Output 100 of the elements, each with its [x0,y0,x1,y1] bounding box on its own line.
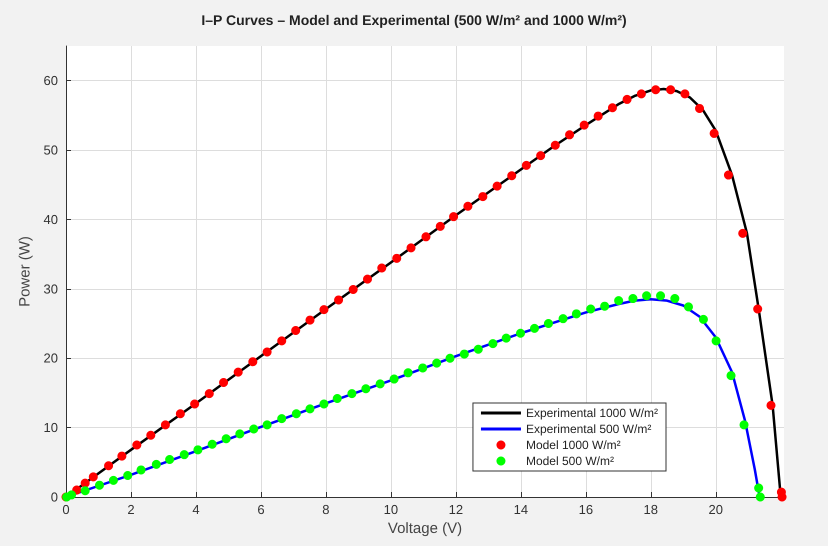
point [460,350,469,359]
point [190,400,200,409]
point [492,182,502,191]
legend-label: Model 1000 W/m² [526,438,621,452]
x-tick-label: 16 [578,502,594,517]
point [80,478,90,488]
point [377,264,386,273]
x-tick-label: 20 [708,502,724,517]
point [80,486,90,496]
y-tick-label: 50 [44,142,58,158]
y-axis-title: Power (W) [16,236,34,307]
point [530,324,539,333]
point [474,344,483,354]
point [418,363,428,372]
point [193,445,202,454]
point [680,89,690,98]
point [436,222,445,231]
point [67,490,76,500]
x-tick-label: 0 [62,502,70,517]
point [432,358,442,368]
point [176,409,185,418]
point [88,472,98,482]
x-tick-label: 8 [322,502,330,517]
point [392,254,402,263]
point [580,120,589,130]
x-tick-label: 6 [257,502,265,517]
point [488,339,498,348]
point [277,336,286,346]
point [404,368,413,378]
point [108,476,118,485]
point [208,440,217,449]
point [636,89,646,98]
point [146,430,156,440]
y-tick-label: 0 [50,490,58,504]
point [180,450,189,460]
point [292,409,301,418]
y-tick-label: 30 [44,281,58,296]
legend-label: Experimental 1000 W/m² [526,406,658,420]
point [651,85,660,94]
point [726,371,736,380]
point [306,316,314,325]
point [306,404,314,414]
point [712,336,721,346]
point [478,192,488,202]
point [463,202,472,211]
point [136,465,146,474]
point [753,304,762,314]
point [614,296,624,306]
point [516,328,526,338]
point [361,384,370,394]
point [248,357,258,366]
point [347,389,356,398]
point [756,492,765,502]
y-tick-label: 40 [44,212,58,227]
point [319,400,328,409]
y-tick-label: 60 [44,73,58,88]
point [502,334,511,343]
point [698,314,708,324]
point [376,379,385,388]
x-tick-label: 14 [514,502,528,517]
point [421,232,430,242]
point [222,434,231,444]
point [628,294,638,304]
point [656,291,666,300]
point [594,112,603,121]
point [586,304,596,314]
point [666,85,676,94]
point [522,160,531,170]
legend-label: Model 500 W/m² [526,454,614,468]
point [622,94,632,104]
point [262,347,272,356]
point [123,470,132,480]
point [117,452,126,461]
point [608,103,617,112]
point [449,212,458,222]
point [740,420,749,430]
point [219,378,228,388]
x-tick-label: 4 [192,502,200,517]
x-tick-label: 10 [384,502,398,517]
point [565,130,574,140]
point [710,128,719,138]
point [262,420,272,430]
point [544,319,553,328]
point [406,243,416,252]
point [536,151,546,160]
point [550,140,560,150]
y-tick-label: 10 [44,420,58,436]
point [670,294,680,304]
point [165,455,174,464]
point [558,314,568,324]
point [152,460,161,469]
point [390,374,399,384]
point [766,400,776,410]
chart-title: I–P Curves – Model and Experimental (500 W/m² and 1000 W/m²) [201,12,627,28]
point [684,302,693,312]
point [724,170,733,180]
point [348,285,358,294]
point [738,228,748,238]
point [754,483,764,492]
x-tick-label: 18 [644,502,658,517]
